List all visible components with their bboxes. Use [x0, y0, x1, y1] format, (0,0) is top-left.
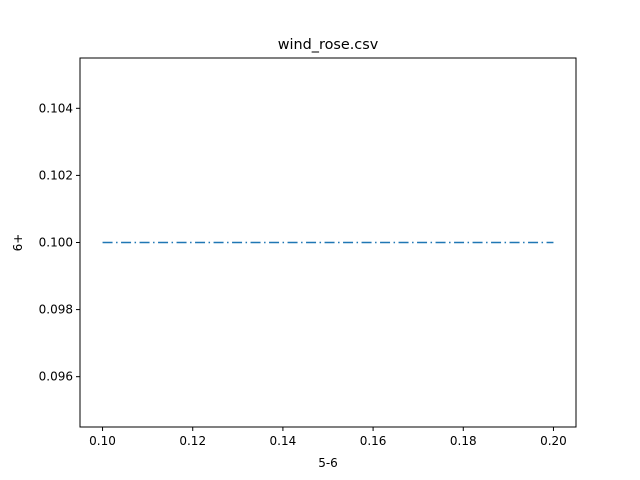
x-tick-label: 0.20 [540, 434, 567, 448]
chart-title: wind_rose.csv [278, 37, 379, 53]
y-tick-label: 0.100 [39, 236, 73, 250]
y-tick-label: 0.102 [39, 168, 73, 182]
x-tick-label: 0.12 [179, 434, 206, 448]
y-tick-label: 0.104 [39, 101, 73, 115]
y-tick-label: 0.098 [39, 303, 73, 317]
y-axis-ticks: 0.096 0.098 0.100 0.102 0.104 [39, 101, 80, 384]
x-axis-ticks: 0.10 0.12 0.14 0.16 0.18 0.20 [89, 427, 567, 448]
plot-frame [79, 57, 577, 428]
x-tick-label: 0.10 [89, 434, 116, 448]
x-axis-label: 5-6 [318, 456, 338, 470]
y-axis-label: 6+ [11, 234, 25, 252]
y-tick-label: 0.096 [39, 370, 73, 384]
x-tick-label: 0.14 [270, 434, 297, 448]
x-tick-label: 0.18 [450, 434, 477, 448]
x-tick-label: 0.16 [360, 434, 387, 448]
